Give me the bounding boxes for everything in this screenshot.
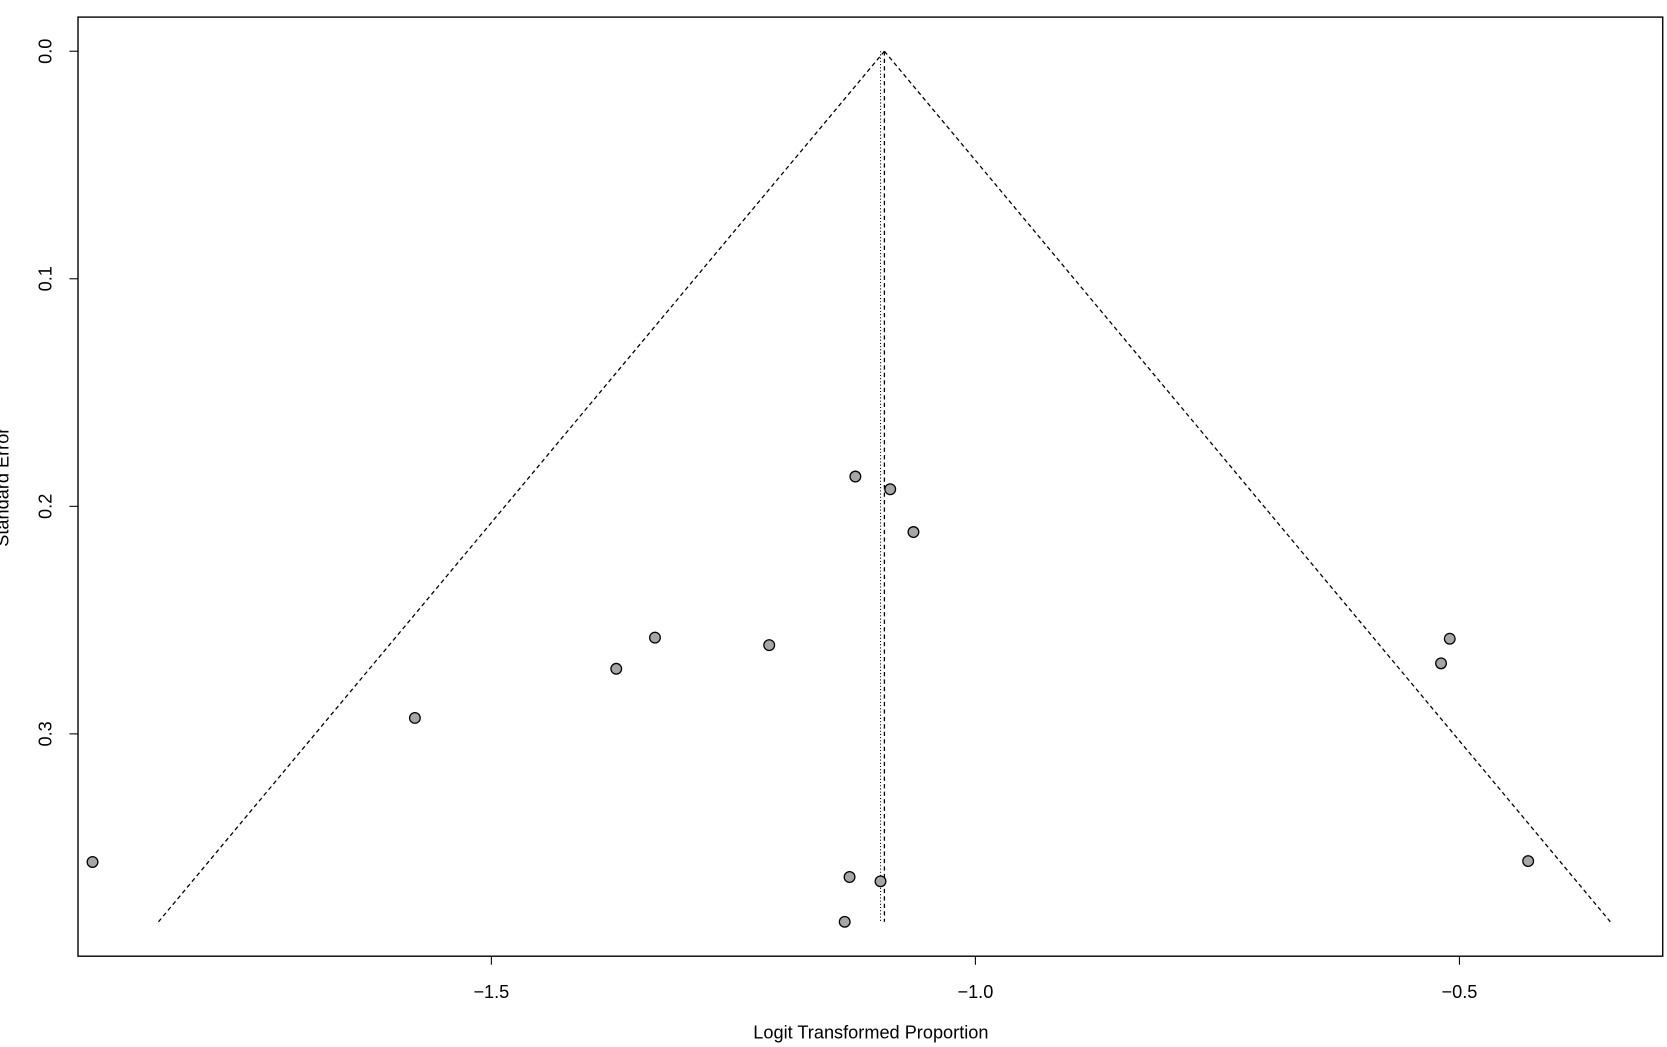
point (408, 711, 421, 724)
x-tick-label: −0.5 (1442, 982, 1478, 1002)
point (1522, 855, 1535, 868)
x-axis-label: Logit Transformed Proportion (753, 1022, 988, 1042)
x-tick-label: −1.0 (957, 982, 993, 1002)
point (843, 871, 856, 883)
funnel-right (883, 50, 1611, 923)
y-tick-label: 0.3 (35, 721, 55, 746)
point (884, 483, 897, 496)
point (648, 631, 661, 644)
funnel-left (157, 50, 885, 923)
y-tick-label: 0.0 (35, 39, 55, 64)
x-tick-label: −1.5 (473, 982, 509, 1002)
y-axis-label: Standard Error (0, 428, 13, 547)
point (610, 662, 623, 675)
point (849, 470, 862, 483)
y-tick-label: 0.2 (35, 494, 55, 519)
point (1435, 657, 1448, 670)
point (1443, 632, 1456, 645)
y-tick-label: 0.1 (35, 266, 55, 291)
point (907, 526, 920, 539)
plot-frame (77, 16, 1664, 957)
point (763, 639, 776, 652)
point (874, 875, 887, 888)
point (86, 856, 99, 868)
point (838, 915, 851, 928)
